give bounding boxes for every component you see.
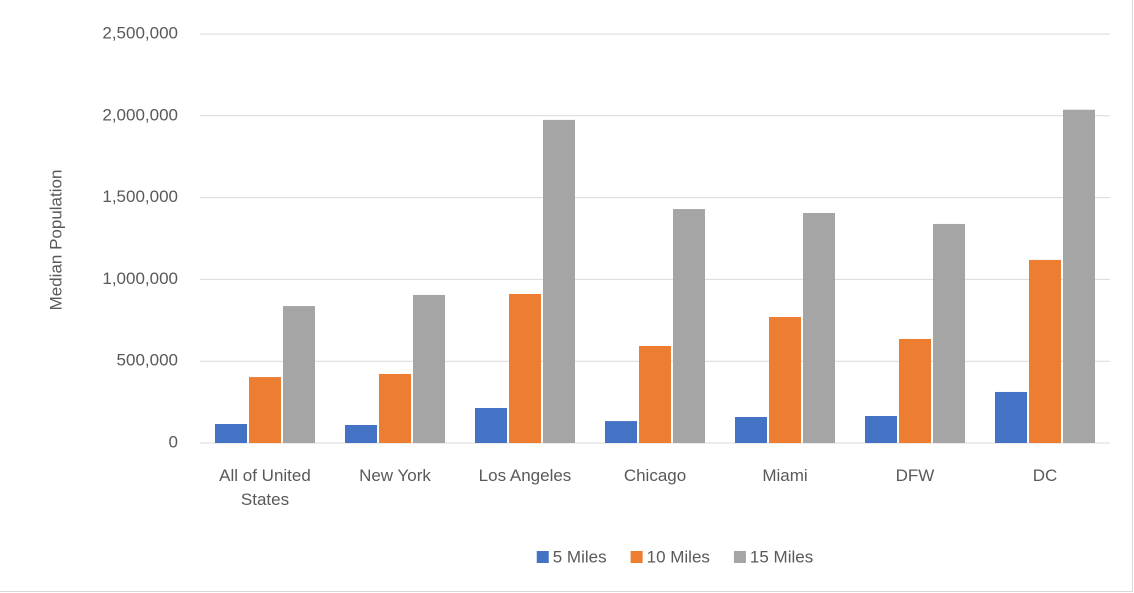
legend-label: 15 Miles: [750, 547, 813, 566]
y-tick-label: 2,500,000: [102, 23, 178, 42]
bar: [865, 416, 897, 443]
y-tick-label: 500,000: [117, 351, 178, 370]
bar: [249, 377, 281, 443]
legend-swatch: [630, 551, 643, 563]
y-tick-label: 1,500,000: [102, 187, 178, 206]
bar: [1063, 109, 1095, 444]
x-tick-label: All of United States: [219, 466, 311, 509]
bar: [1029, 259, 1061, 443]
bar: [283, 306, 315, 443]
bar: [803, 212, 835, 443]
bar: [639, 345, 671, 443]
legend-swatch: [733, 551, 746, 563]
x-tick-label: Miami: [762, 466, 808, 485]
bar: [735, 416, 767, 443]
x-tick-label: Los Angeles: [478, 466, 572, 485]
bar: [899, 338, 931, 443]
bar: [413, 294, 445, 443]
x-tick-label: DC: [1032, 466, 1058, 485]
y-tick-label: 2,000,000: [102, 105, 178, 124]
bar: [475, 407, 507, 443]
bar: [769, 317, 801, 443]
bar: [215, 424, 247, 443]
bar: [605, 421, 637, 443]
bar: [379, 373, 411, 443]
y-axis-label: Median Population: [46, 170, 65, 311]
x-tick-label: New York: [359, 466, 431, 485]
legend-swatch: [536, 551, 549, 563]
bar: [543, 119, 575, 443]
x-tick-label: DFW: [895, 466, 935, 485]
y-tick-label: 0: [169, 432, 178, 451]
legend-label: 10 Miles: [647, 547, 710, 566]
bar: [509, 293, 541, 443]
bar: [345, 425, 377, 443]
bar: [995, 391, 1027, 443]
x-tick-label: Chicago: [623, 466, 687, 485]
bar: [673, 209, 705, 443]
legend-label: 5 Miles: [553, 547, 607, 566]
y-tick-label: 1,000,000: [102, 269, 178, 288]
bar: [933, 223, 965, 443]
